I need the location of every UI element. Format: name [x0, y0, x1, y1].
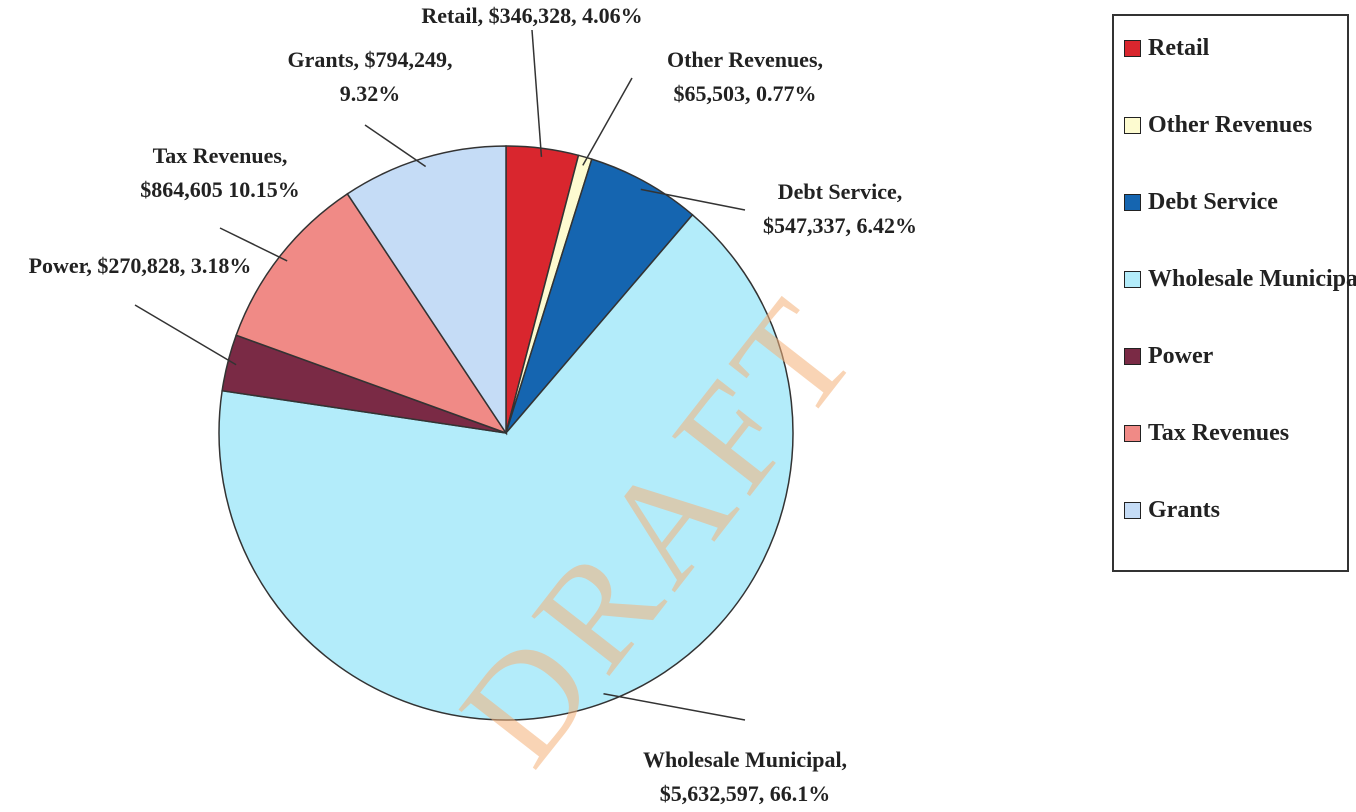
data-label: $864,605 10.15%	[140, 177, 300, 202]
legend-label: Retail	[1148, 35, 1210, 61]
legend-item: Debt Service	[1124, 186, 1356, 218]
pie-slice	[505, 158, 694, 434]
leader-line	[134, 304, 237, 366]
legend-swatch	[1124, 271, 1141, 288]
legend-label: Tax Revenues	[1148, 420, 1290, 446]
legend: Retail Other Revenues Debt Service Wholesal…	[1112, 14, 1356, 572]
legend-swatch	[1124, 117, 1141, 134]
data-label: Wholesale Municipal,	[643, 747, 847, 772]
pie-slice	[346, 145, 507, 436]
data-label: $5,632,597, 66.1%	[660, 781, 831, 806]
legend-item: Retail	[1124, 32, 1356, 64]
legend-swatch	[1124, 40, 1141, 57]
leader-line	[364, 124, 427, 168]
data-label: Retail, $346,328, 4.06%	[421, 3, 642, 28]
legend-swatch	[1124, 348, 1141, 365]
legend-label: Debt Service	[1148, 189, 1278, 215]
legend-item: Grants	[1124, 494, 1356, 526]
legend-item: Power	[1124, 340, 1356, 372]
data-label: 9.32%	[340, 81, 401, 106]
data-label: Tax Revenues,	[153, 143, 288, 168]
pie-slice	[218, 213, 794, 721]
data-label: $547,337, 6.42%	[763, 213, 917, 238]
legend-label: Power	[1148, 343, 1214, 369]
legend-item: Other Revenues	[1124, 109, 1356, 141]
legend-label: Grants	[1148, 497, 1220, 523]
legend-label: Other Revenues	[1148, 112, 1313, 138]
legend-swatch	[1124, 425, 1141, 442]
legend-label: Wholesale Municipal	[1148, 266, 1356, 292]
data-label: Other Revenues,	[667, 47, 823, 72]
legend-item: Tax Revenues	[1124, 417, 1356, 449]
leader-line	[531, 29, 543, 157]
data-label: Power, $270,828, 3.18%	[29, 253, 252, 278]
legend-swatch	[1124, 194, 1141, 211]
leader-line	[603, 693, 746, 721]
data-label: Grants, $794,249,	[288, 47, 453, 72]
leader-line	[640, 188, 746, 211]
data-label: $65,503, 0.77%	[674, 81, 817, 106]
pie-slice	[235, 192, 508, 435]
leader-line	[582, 77, 633, 166]
legend-swatch	[1124, 502, 1141, 519]
leader-line	[219, 227, 288, 262]
legend-item: Wholesale Municipal	[1124, 263, 1356, 295]
data-label: Debt Service,	[778, 179, 903, 204]
chart: Retail, $346,328, 4.06% Other Revenues, $6…	[29, 3, 917, 806]
